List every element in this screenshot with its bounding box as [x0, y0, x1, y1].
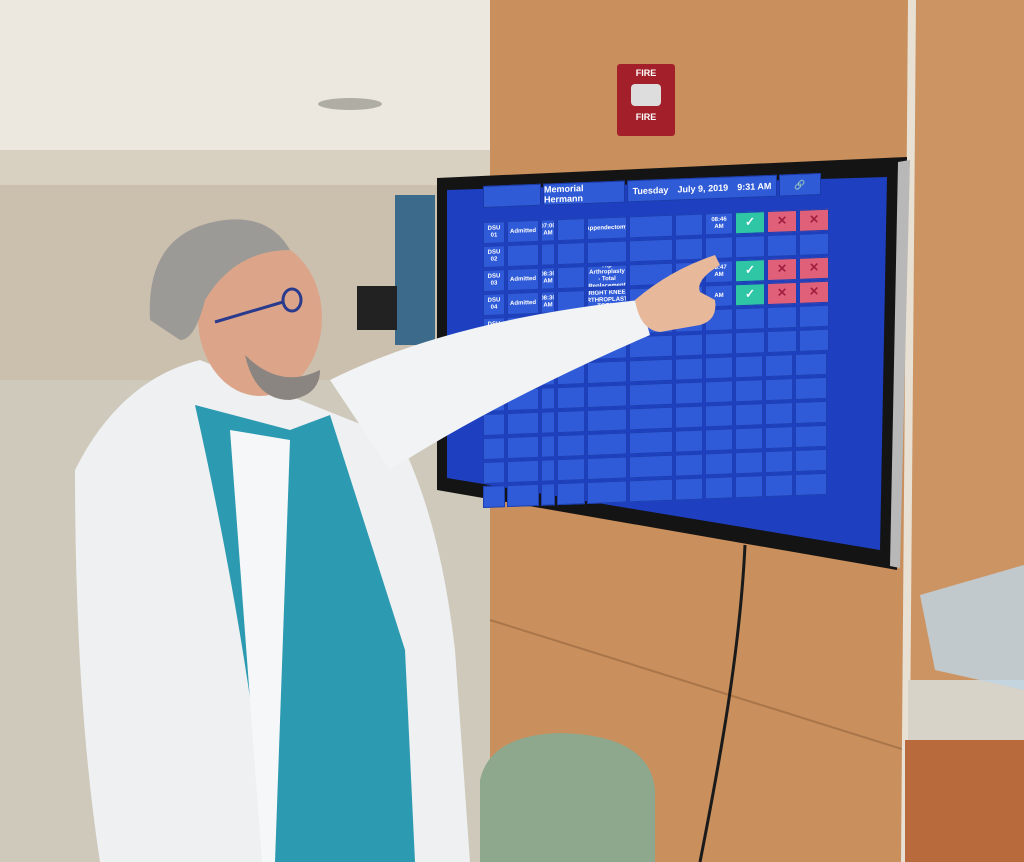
- fire-alarm: FIRE FIRE: [617, 64, 675, 136]
- counter: [908, 680, 1024, 740]
- head: [198, 240, 322, 396]
- lab-coat-sleeve: [330, 300, 650, 470]
- pointing-hand: [635, 255, 720, 332]
- strobe-light-icon: [631, 84, 661, 106]
- curtain: [395, 195, 435, 345]
- fire-label-top: FIRE: [635, 68, 657, 78]
- ceiling-beam: [0, 150, 490, 185]
- fire-label-bottom: FIRE: [635, 112, 657, 122]
- hair: [149, 219, 290, 340]
- beard: [245, 355, 320, 400]
- cable: [698, 544, 747, 862]
- chair: [480, 733, 655, 862]
- ceiling-light: [318, 98, 382, 110]
- glasses-icon: [214, 287, 303, 324]
- monitor: [357, 286, 397, 330]
- plastic-bin: [920, 565, 1024, 690]
